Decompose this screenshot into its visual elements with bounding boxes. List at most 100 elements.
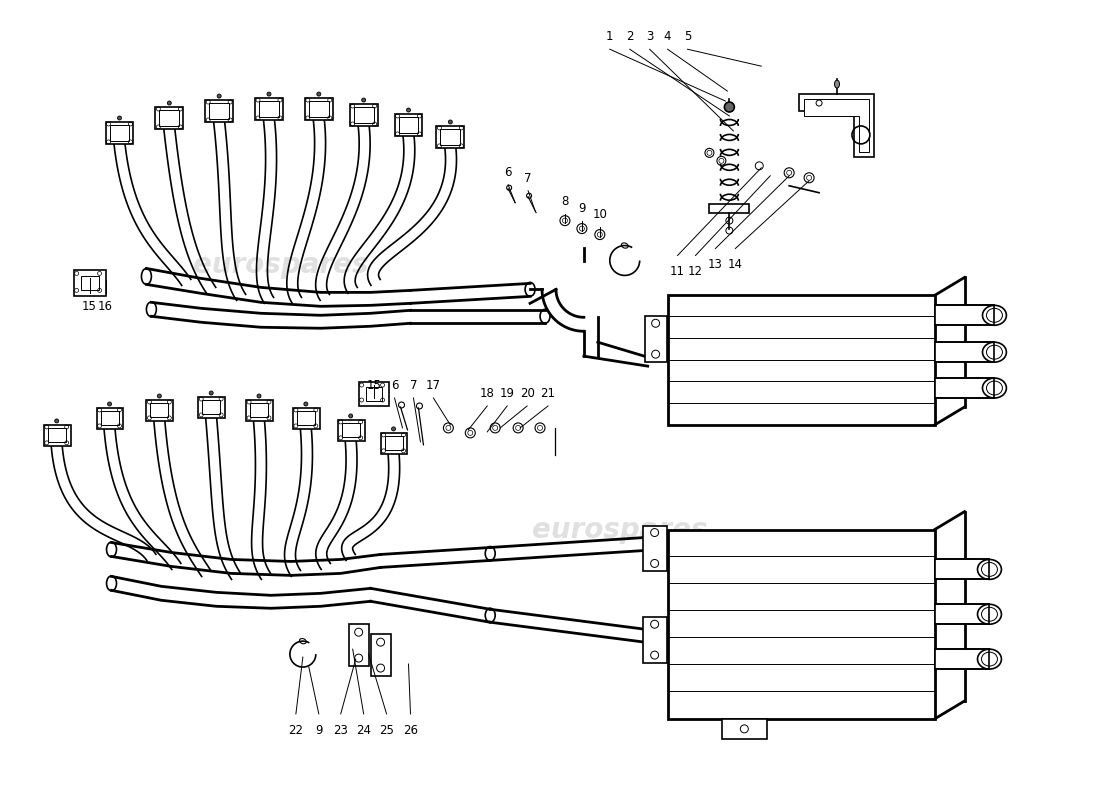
Text: 2: 2 (626, 30, 634, 43)
Text: 23: 23 (333, 724, 349, 737)
Bar (935, 306, 994, 326)
Text: 7: 7 (409, 379, 417, 392)
Bar (935, 649, 990, 669)
Bar (202, 400, 220, 414)
Bar (151, 403, 168, 417)
Ellipse shape (118, 116, 121, 120)
Text: 1: 1 (606, 30, 614, 43)
Text: 24: 24 (356, 724, 371, 737)
Text: 26: 26 (403, 724, 418, 737)
Ellipse shape (317, 92, 321, 96)
Bar (440, 129, 460, 145)
Ellipse shape (209, 391, 213, 395)
Text: 9: 9 (315, 724, 322, 737)
Bar (309, 101, 329, 117)
Bar (365, 387, 382, 401)
Ellipse shape (108, 402, 111, 406)
Bar (668, 295, 935, 425)
Bar (385, 436, 403, 450)
Polygon shape (799, 94, 873, 157)
Text: 20: 20 (519, 387, 535, 400)
Text: 21: 21 (540, 387, 556, 400)
Bar (359, 382, 388, 406)
Bar (645, 316, 667, 362)
Ellipse shape (267, 92, 271, 96)
Text: 9: 9 (579, 202, 585, 214)
Text: eurospares: eurospares (194, 251, 368, 279)
Ellipse shape (362, 98, 365, 102)
Bar (146, 400, 174, 421)
Text: 22: 22 (288, 724, 304, 737)
Ellipse shape (349, 414, 353, 418)
Text: 13: 13 (708, 258, 723, 271)
Bar (206, 100, 233, 122)
Ellipse shape (257, 394, 261, 398)
Text: 5: 5 (684, 30, 691, 43)
Text: 12: 12 (688, 266, 703, 278)
Text: 15: 15 (82, 300, 97, 314)
Ellipse shape (157, 394, 162, 398)
Text: 8: 8 (561, 194, 569, 208)
Ellipse shape (725, 102, 735, 112)
Text: 6: 6 (390, 379, 398, 392)
Bar (935, 342, 994, 362)
Text: 10: 10 (593, 208, 607, 221)
Text: 7: 7 (525, 172, 531, 185)
Bar (297, 411, 315, 425)
Text: eurospares: eurospares (532, 515, 707, 543)
Polygon shape (804, 99, 869, 152)
Bar (100, 411, 119, 425)
Bar (293, 408, 320, 429)
Bar (258, 101, 279, 117)
Ellipse shape (167, 101, 172, 105)
Text: 25: 25 (379, 724, 394, 737)
Ellipse shape (55, 419, 58, 423)
Bar (354, 107, 374, 123)
Bar (198, 397, 226, 418)
Bar (935, 559, 990, 579)
Bar (106, 122, 133, 144)
Bar (338, 420, 364, 441)
Bar (305, 98, 333, 120)
Ellipse shape (407, 108, 410, 112)
Bar (437, 126, 464, 148)
Bar (642, 618, 667, 663)
Bar (395, 114, 422, 136)
Bar (668, 530, 935, 719)
Bar (371, 634, 390, 676)
Ellipse shape (392, 427, 396, 431)
Text: 4: 4 (663, 30, 671, 43)
Bar (209, 103, 229, 119)
Text: 18: 18 (480, 387, 495, 400)
Bar (935, 604, 990, 624)
Text: 3: 3 (646, 30, 653, 43)
Bar (155, 107, 184, 129)
Bar (110, 125, 130, 141)
Bar (342, 423, 360, 437)
Bar (160, 110, 179, 126)
Bar (80, 277, 99, 290)
Bar (246, 400, 273, 421)
Bar (710, 204, 749, 213)
Bar (642, 526, 667, 571)
Ellipse shape (304, 402, 308, 406)
Bar (250, 403, 268, 417)
Bar (349, 624, 368, 666)
Bar (44, 425, 70, 446)
Text: 16: 16 (98, 300, 113, 314)
Text: 19: 19 (499, 387, 515, 400)
Text: 14: 14 (728, 258, 743, 271)
Bar (398, 117, 418, 133)
Bar (97, 408, 123, 429)
Bar (381, 433, 407, 454)
Bar (255, 98, 283, 120)
Bar (74, 270, 106, 296)
Bar (47, 428, 66, 442)
Bar (935, 378, 994, 398)
Bar (723, 719, 767, 739)
Text: 6: 6 (505, 166, 512, 178)
Text: 11: 11 (670, 266, 685, 278)
Ellipse shape (449, 120, 452, 124)
Ellipse shape (835, 80, 839, 88)
Text: 15: 15 (366, 379, 381, 392)
